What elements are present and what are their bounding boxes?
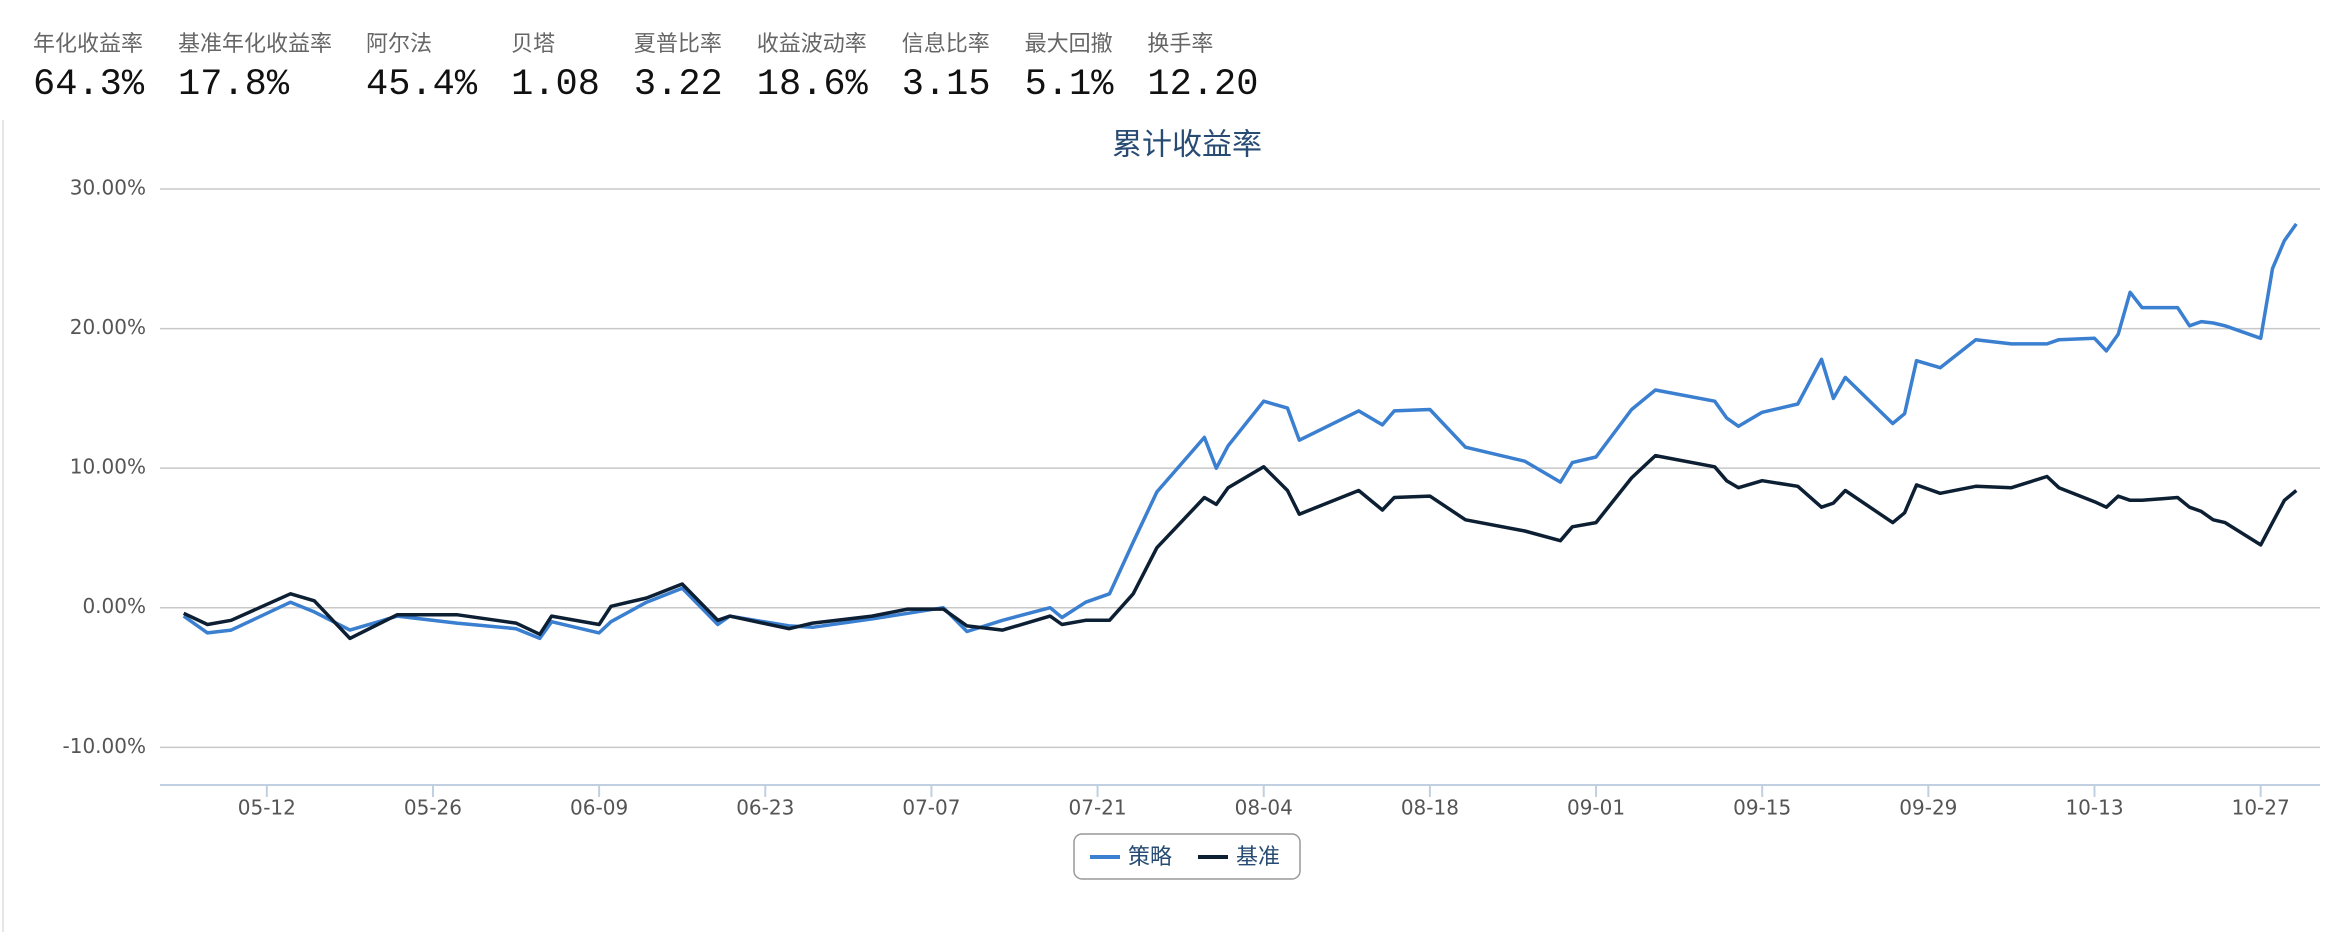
stats-bar: 年化收益率 64.3% 基准年化收益率 17.8% 阿尔法 45.4% 贝塔 1.08 夏普比率…	[33, 26, 1258, 106]
y-tick-label: 10.00%	[70, 455, 146, 479]
series-line	[182, 222, 2298, 641]
stat-label: 基准年化收益率	[178, 32, 333, 57]
x-tick-label: 07-21	[1069, 796, 1127, 820]
stat-value: 64.3%	[33, 64, 145, 106]
x-tick-label: 09-15	[1733, 796, 1791, 820]
stat-item: 最大回撤 5.1%	[1025, 26, 1114, 106]
x-tick-label: 06-23	[736, 796, 794, 820]
stat-label: 年化收益率	[33, 32, 144, 57]
stat-value: 17.8%	[178, 64, 290, 106]
stat-label: 信息比率	[901, 32, 990, 57]
y-tick-label: 20.00%	[70, 315, 146, 339]
stat-value: 3.22	[633, 64, 723, 106]
stat-item: 夏普比率 3.22	[634, 26, 723, 106]
y-tick-label: -10.00%	[63, 734, 146, 758]
stat-item: 贝塔 1.08	[511, 26, 600, 106]
x-tick-label: 07-07	[902, 796, 960, 820]
stat-label: 收益波动率	[756, 32, 867, 57]
x-tick-label: 10-13	[2065, 796, 2123, 820]
stat-item: 信息比率 3.15	[902, 26, 991, 106]
chart-title: 累计收益率	[1112, 128, 1262, 163]
x-tick-label: 05-26	[404, 796, 462, 820]
stat-item: 换手率 12.20	[1147, 26, 1258, 106]
x-tick-label: 09-29	[1899, 796, 1957, 820]
stat-item: 基准年化收益率 17.8%	[178, 26, 332, 106]
x-tick-label: 08-18	[1401, 796, 1459, 820]
legend-box	[1073, 833, 1301, 880]
legend-label: 策略	[1128, 845, 1172, 870]
stat-label: 阿尔法	[366, 32, 433, 57]
x-tick-label: 05-12	[238, 796, 296, 820]
stat-item: 年化收益率 64.3%	[33, 26, 144, 106]
stat-value: 18.6%	[756, 64, 868, 106]
stat-item: 收益波动率 18.6%	[757, 26, 868, 106]
stat-value: 5.1%	[1024, 64, 1114, 106]
x-tick-label: 08-04	[1235, 796, 1293, 820]
stat-label: 贝塔	[511, 32, 556, 57]
y-tick-label: 0.00%	[82, 594, 146, 618]
legend: 策略 基准	[1073, 833, 1301, 880]
stat-value: 12.20	[1147, 64, 1259, 106]
stat-value: 1.08	[511, 64, 600, 106]
x-tick-label: 06-09	[570, 796, 628, 820]
stat-label: 夏普比率	[633, 32, 722, 57]
legend-label: 基准	[1236, 845, 1280, 870]
y-tick-label: 30.00%	[70, 176, 146, 200]
x-tick-label: 10-27	[2232, 796, 2290, 820]
stat-label: 最大回撤	[1024, 32, 1113, 57]
stat-label: 换手率	[1147, 32, 1214, 57]
stat-value: 45.4%	[366, 64, 478, 106]
x-tick-label: 09-01	[1567, 796, 1625, 820]
stat-value: 3.15	[901, 64, 991, 106]
stat-item: 阿尔法 45.4%	[366, 26, 477, 106]
series-line	[182, 453, 2298, 641]
